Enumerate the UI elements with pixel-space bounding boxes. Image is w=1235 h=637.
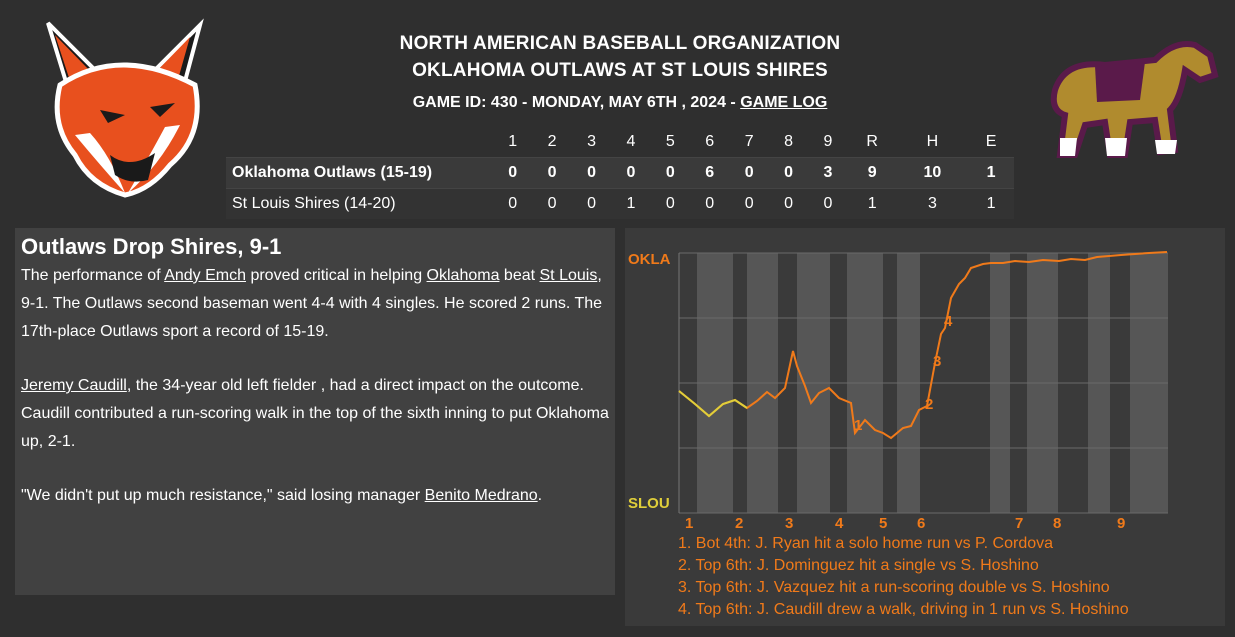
inning-score: 0 bbox=[690, 188, 730, 219]
game-header: NORTH AMERICAN BASEBALL ORGANIZATION OKL… bbox=[230, 30, 1010, 112]
win-probability-line-slou bbox=[678, 390, 748, 418]
event-item: 1. Bot 4th: J. Ryan hit a solo home run … bbox=[678, 535, 1054, 552]
inning-score: 0 bbox=[729, 157, 769, 189]
story-text: . bbox=[537, 487, 543, 504]
inning-score: 0 bbox=[571, 157, 612, 189]
inning-score: 0 bbox=[768, 188, 809, 219]
event-marker: 2 bbox=[925, 396, 933, 413]
inning-score: 0 bbox=[571, 188, 612, 219]
inning-score: 0 bbox=[650, 188, 691, 219]
inning-score: 3 bbox=[808, 157, 848, 189]
story-text: , 9-1. The Outlaws second baseman went 4… bbox=[21, 267, 603, 340]
team-name: Oklahoma Outlaws (15-19) bbox=[226, 157, 493, 189]
inning-label: 5 bbox=[879, 515, 887, 532]
event-item: 3. Top 6th: J. Vazquez hit a run-scoring… bbox=[678, 579, 1110, 596]
inning-header: 9 bbox=[823, 133, 833, 150]
game-info: GAME ID: 430 - MONDAY, MAY 6TH , 2024 - … bbox=[230, 94, 1010, 112]
table-row: St Louis Shires (14-20) 0 0 0 1 0 0 0 0 … bbox=[226, 188, 1014, 219]
league-title: NORTH AMERICAN BASEBALL ORGANIZATION bbox=[399, 33, 841, 54]
hits-header: H bbox=[926, 133, 939, 150]
team-header bbox=[226, 127, 493, 158]
runs-total: 9 bbox=[847, 157, 897, 189]
inning-header: 3 bbox=[587, 133, 596, 150]
inning-label: 1 bbox=[685, 515, 693, 532]
inning-label: 2 bbox=[735, 515, 743, 532]
inning-label: 3 bbox=[785, 515, 793, 532]
inning-score: 0 bbox=[611, 157, 651, 189]
game-info-text: GAME ID: 430 - MONDAY, MAY 6TH , 2024 - bbox=[412, 94, 741, 111]
errors-header: E bbox=[985, 133, 997, 150]
matchup-title: OKLAHOMA OUTLAWS AT ST LOUIS SHIRES bbox=[412, 60, 828, 81]
event-marker: 4 bbox=[944, 313, 953, 330]
story-text: proved critical in helping bbox=[246, 267, 427, 284]
inning-header: 4 bbox=[626, 133, 636, 150]
inning-label: 6 bbox=[917, 515, 925, 532]
win-probability-line-okla bbox=[678, 251, 1168, 440]
inning-score: 1 bbox=[611, 188, 651, 219]
story-paragraph: The performance of Andy Emch proved crit… bbox=[15, 262, 615, 346]
team-link[interactable]: St Louis bbox=[539, 267, 598, 284]
inning-score: 6 bbox=[690, 157, 730, 189]
errors-total: 1 bbox=[968, 188, 1014, 219]
runs-total: 1 bbox=[847, 188, 897, 219]
player-link[interactable]: Jeremy Caudill bbox=[21, 377, 127, 394]
table-row: Oklahoma Outlaws (15-19) 0 0 0 0 0 6 0 0… bbox=[226, 157, 1014, 189]
inning-header: 8 bbox=[784, 133, 793, 150]
story-text: beat bbox=[499, 267, 540, 284]
inning-label: 4 bbox=[835, 515, 844, 532]
inning-header: 2 bbox=[547, 133, 557, 150]
event-item: 2. Top 6th: J. Dominguez hit a single vs… bbox=[678, 557, 1039, 574]
slou-label: SLOU bbox=[628, 495, 670, 512]
event-marker: 3 bbox=[933, 353, 941, 370]
inning-label: 8 bbox=[1053, 515, 1061, 532]
inning-header: 7 bbox=[744, 133, 754, 150]
horse-logo bbox=[1050, 41, 1219, 158]
runs-header: R bbox=[866, 133, 878, 150]
story-paragraph: Jeremy Caudill, the 34-year old left fie… bbox=[15, 372, 615, 456]
hits-total: 10 bbox=[896, 157, 969, 189]
manager-link[interactable]: Benito Medrano bbox=[424, 487, 538, 504]
win-probability-chart: OKLA SLOU 1 2 3 4 5 6 7 8 9 1 2 3 4 bbox=[628, 251, 1168, 532]
team-link[interactable]: Oklahoma bbox=[426, 267, 500, 284]
fox-logo bbox=[46, 18, 204, 198]
inning-score: 0 bbox=[493, 157, 533, 189]
inning-score: 0 bbox=[532, 157, 572, 189]
team-name: St Louis Shires (14-20) bbox=[226, 188, 493, 219]
game-log-link[interactable]: GAME LOG bbox=[740, 94, 828, 111]
inning-label: 7 bbox=[1015, 515, 1023, 532]
story-text: "We didn't put up much resistance," said… bbox=[21, 487, 425, 504]
story-text: The performance of bbox=[21, 267, 165, 284]
event-legend: 1. Bot 4th: J. Ryan hit a solo home run … bbox=[678, 533, 1129, 621]
inning-label: 9 bbox=[1117, 515, 1125, 532]
inning-header: 5 bbox=[665, 133, 675, 150]
event-item: 4. Top 6th: J. Caudill drew a walk, driv… bbox=[678, 601, 1129, 618]
player-link[interactable]: Andy Emch bbox=[164, 267, 246, 284]
inning-score: 0 bbox=[768, 157, 809, 189]
inning-score: 0 bbox=[729, 188, 769, 219]
story-paragraph: "We didn't put up much resistance," said… bbox=[15, 482, 615, 510]
game-story: Outlaws Drop Shires, 9-1 The performance… bbox=[15, 228, 615, 595]
linescore-header-row: 1 2 3 4 5 6 7 8 9 R H E bbox=[226, 127, 1014, 158]
okla-label: OKLA bbox=[628, 251, 671, 268]
errors-total: 1 bbox=[968, 157, 1014, 189]
event-marker: 1 bbox=[854, 417, 862, 434]
linescore-table: 1 2 3 4 5 6 7 8 9 R H E Oklahoma Outlaws… bbox=[226, 127, 1014, 219]
inning-header: 1 bbox=[508, 133, 518, 150]
hits-total: 3 bbox=[896, 188, 969, 219]
story-headline: Outlaws Drop Shires, 9-1 bbox=[21, 234, 282, 259]
inning-score: 0 bbox=[808, 188, 848, 219]
story-text: , the 34-year old left fielder , had a d… bbox=[21, 377, 609, 450]
inning-header: 6 bbox=[705, 133, 715, 150]
inning-score: 0 bbox=[532, 188, 572, 219]
inning-score: 0 bbox=[650, 157, 691, 189]
inning-score: 0 bbox=[493, 188, 533, 219]
